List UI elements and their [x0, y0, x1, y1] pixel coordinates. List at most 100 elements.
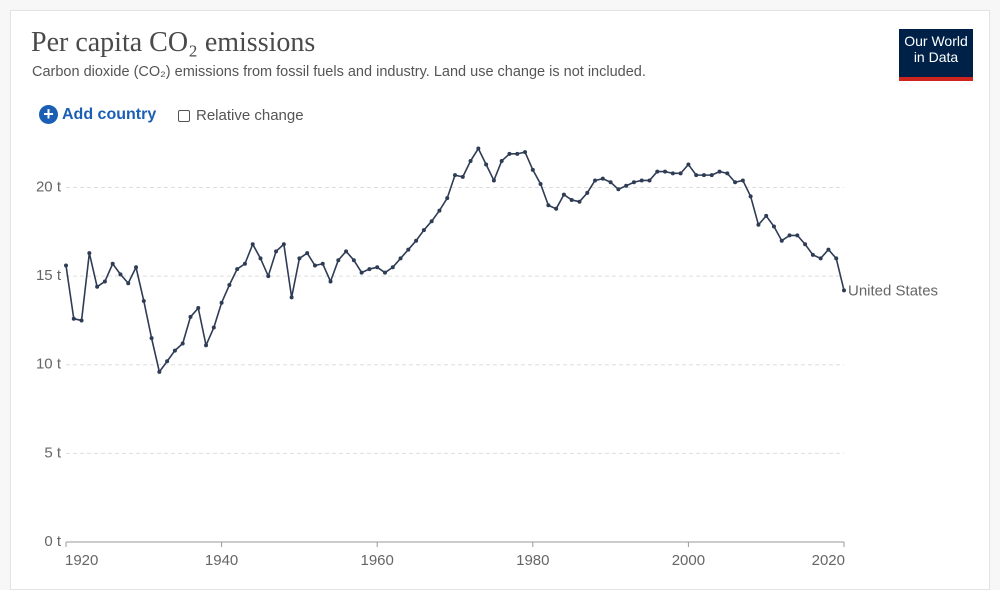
point — [398, 256, 403, 261]
point — [701, 173, 706, 178]
point — [64, 263, 68, 268]
point — [826, 247, 831, 252]
point — [585, 190, 590, 195]
point — [134, 265, 139, 270]
point — [639, 178, 644, 183]
y-tick-label: 0 t — [44, 533, 62, 550]
point — [211, 325, 216, 330]
point — [476, 146, 481, 151]
point — [172, 348, 177, 353]
point — [79, 318, 84, 323]
page: {"header": {"logo": "Our World in Data",… — [10, 10, 990, 590]
add-country-label: Add country — [62, 105, 157, 123]
point — [359, 270, 364, 275]
point — [561, 192, 566, 197]
point — [554, 206, 559, 211]
point — [740, 178, 745, 183]
relative-change-toggle[interactable]: Relative change — [178, 107, 304, 124]
point — [468, 158, 473, 163]
x-tick-label: 1940 — [205, 552, 238, 569]
point — [71, 316, 76, 321]
point — [600, 176, 605, 181]
checkbox[interactable] — [178, 109, 190, 122]
point — [180, 341, 185, 346]
point — [717, 169, 722, 174]
point — [242, 261, 247, 266]
point — [188, 314, 193, 319]
point — [281, 242, 286, 247]
point — [445, 196, 450, 201]
point — [803, 242, 808, 247]
point — [663, 169, 668, 174]
point — [414, 238, 419, 243]
point — [102, 279, 107, 284]
point — [126, 281, 131, 286]
point — [655, 169, 660, 174]
point — [320, 261, 325, 266]
point — [95, 284, 100, 289]
point — [204, 343, 209, 348]
x-tick-label: 1920 — [65, 552, 98, 569]
series-label: United States — [848, 282, 938, 299]
point — [670, 171, 675, 176]
point — [608, 180, 613, 185]
point — [686, 162, 691, 167]
chart: 0 t 5 t 10 t 15 t 20 t 1920 1940 1960 1980 2000 20… — [36, 146, 938, 569]
logo[interactable]: Our World in Data — [899, 29, 973, 81]
point — [141, 298, 146, 303]
point — [235, 267, 240, 272]
point — [421, 228, 426, 233]
point — [530, 167, 535, 172]
point — [289, 295, 294, 300]
point — [437, 208, 442, 213]
point — [196, 306, 201, 311]
chart-subtitle: Carbon dioxide (CO₂) emissions from foss… — [32, 64, 646, 80]
point — [336, 258, 341, 263]
point — [344, 249, 349, 254]
point — [453, 173, 457, 178]
point — [523, 150, 528, 155]
y-tick-label: 10 t — [36, 356, 62, 373]
point — [577, 199, 582, 204]
point — [616, 187, 621, 192]
relative-change-label: Relative change — [196, 107, 304, 124]
point — [157, 369, 162, 374]
point — [795, 233, 800, 238]
point — [834, 256, 839, 261]
point — [367, 267, 372, 272]
point — [499, 158, 504, 163]
point — [779, 238, 784, 243]
point — [593, 178, 598, 183]
chart-title: Per capita CO₂ emissions — [31, 27, 316, 58]
point — [250, 242, 255, 247]
point — [546, 203, 551, 208]
point — [818, 256, 823, 261]
plus-icon: + — [39, 105, 58, 124]
point — [110, 261, 115, 266]
point — [764, 213, 769, 218]
point — [165, 359, 170, 364]
y-tick-label: 15 t — [36, 267, 62, 284]
point — [219, 300, 224, 305]
point — [429, 219, 434, 224]
point — [258, 256, 263, 261]
point — [694, 173, 699, 178]
point — [266, 274, 271, 279]
point — [484, 162, 489, 167]
point — [748, 194, 753, 199]
x-tick-label: 1980 — [516, 552, 549, 569]
point — [227, 283, 232, 288]
point — [149, 336, 154, 341]
point — [538, 181, 543, 186]
point — [569, 197, 574, 202]
point — [771, 224, 776, 229]
point — [375, 265, 380, 270]
point — [118, 272, 123, 277]
y-tick-label: 5 t — [44, 444, 62, 461]
point — [312, 263, 317, 268]
point — [756, 222, 761, 227]
add-country-button[interactable]: + Add country — [39, 105, 156, 124]
point — [406, 247, 411, 252]
point — [390, 265, 395, 270]
point — [507, 151, 512, 156]
